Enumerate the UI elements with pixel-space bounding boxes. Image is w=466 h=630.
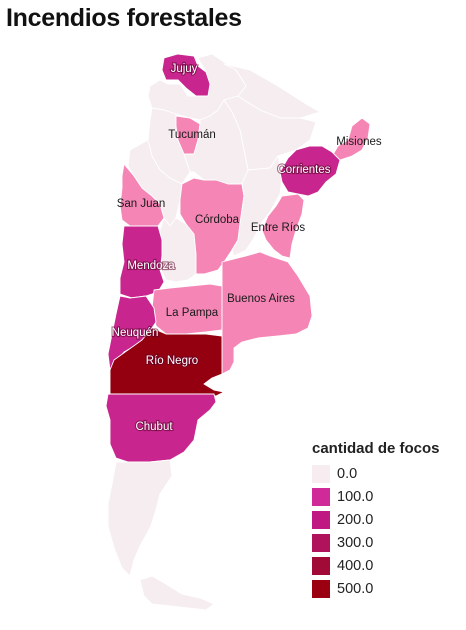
legend-label: 500.0 xyxy=(337,580,374,597)
legend: cantidad de focos 0.0 100.0 200.0 300.0 … xyxy=(312,440,462,600)
legend-item: 500.0 xyxy=(312,577,462,600)
label-buenos-aires: Buenos Aires xyxy=(227,293,295,305)
label-rio-negro: Río Negro xyxy=(146,355,198,367)
legend-swatch xyxy=(312,487,330,506)
region-misiones[interactable] xyxy=(331,117,371,161)
legend-label: 300.0 xyxy=(337,534,374,551)
region-jujuy[interactable] xyxy=(161,53,211,97)
region-chubut[interactable] xyxy=(105,393,217,463)
region-mendoza[interactable] xyxy=(119,225,165,299)
legend-item: 300.0 xyxy=(312,531,462,554)
region-entre-rios[interactable] xyxy=(261,193,305,259)
label-neuquen: Neuquén xyxy=(112,327,159,339)
legend-label: 400.0 xyxy=(337,557,374,574)
legend-label: 0.0 xyxy=(337,465,358,482)
label-cordoba: Córdoba xyxy=(195,214,240,226)
region-corrientes[interactable] xyxy=(279,145,341,197)
label-la-pampa: La Pampa xyxy=(166,307,219,319)
legend-label: 100.0 xyxy=(337,488,374,505)
legend-swatch xyxy=(312,579,330,598)
legend-swatch xyxy=(312,533,330,552)
legend-item: 200.0 xyxy=(312,508,462,531)
label-jujuy: Jujuy xyxy=(171,63,198,75)
region-buenos-aires[interactable] xyxy=(221,251,313,375)
label-chubut: Chubut xyxy=(135,421,173,433)
legend-item: 400.0 xyxy=(312,554,462,577)
label-misiones: Misiones xyxy=(336,136,382,148)
map-title: Incendios forestales xyxy=(6,4,242,32)
legend-item: 100.0 xyxy=(312,485,462,508)
label-corrientes: Corrientes xyxy=(277,164,330,176)
label-mendoza: Mendoza xyxy=(127,260,175,272)
legend-title: cantidad de focos xyxy=(312,440,440,457)
label-san-juan: San Juan xyxy=(117,198,166,210)
region-santa-fe[interactable] xyxy=(231,155,283,257)
legend-label: 200.0 xyxy=(337,511,374,528)
legend-item: 0.0 xyxy=(312,462,462,485)
region-tierra-del-fuego[interactable] xyxy=(139,575,215,611)
legend-swatch xyxy=(312,556,330,575)
label-entre-rios: Entre Ríos xyxy=(251,222,306,234)
label-tucuman: Tucumán xyxy=(168,129,216,141)
legend-swatch xyxy=(312,510,330,529)
legend-swatch xyxy=(312,464,330,483)
region-santa-cruz[interactable] xyxy=(107,459,173,577)
